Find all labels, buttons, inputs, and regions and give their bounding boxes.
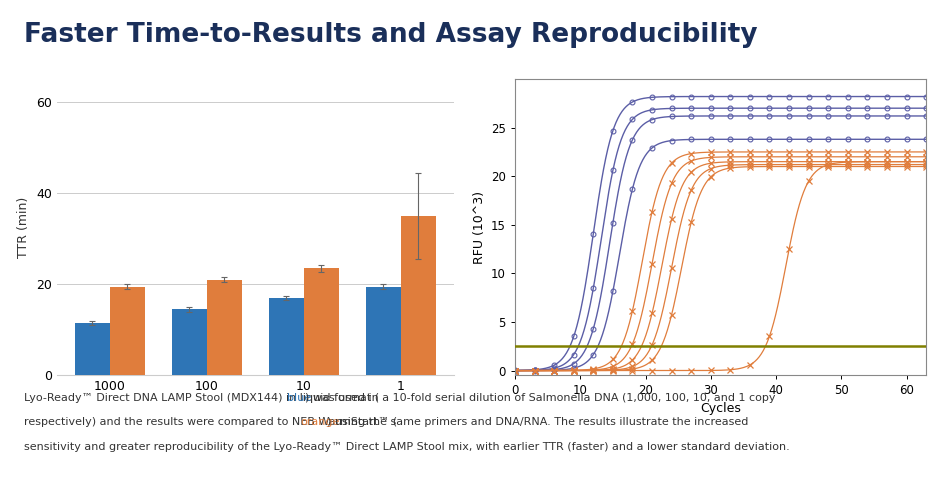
Bar xyxy=(268,298,303,375)
Bar xyxy=(172,309,207,375)
Text: Lyo-Ready™ Direct DNA LAMP Stool (MDX144) in liquid format (: Lyo-Ready™ Direct DNA LAMP Stool (MDX144… xyxy=(24,393,379,403)
Y-axis label: RFU (10^3): RFU (10^3) xyxy=(472,191,485,264)
Bar xyxy=(207,280,242,375)
Text: respectively) and the results were compared to NEB WarmStart™ (: respectively) and the results were compa… xyxy=(24,417,396,427)
Y-axis label: TTR (min): TTR (min) xyxy=(17,197,30,258)
Bar xyxy=(75,323,110,375)
Text: orange: orange xyxy=(300,417,340,427)
Bar xyxy=(365,287,400,375)
X-axis label: Cycles: Cycles xyxy=(700,402,740,414)
Bar xyxy=(110,287,144,375)
Text: ) using the same primers and DNA/RNA. The results illustrate the increased: ) using the same primers and DNA/RNA. Th… xyxy=(327,417,748,427)
Text: blue: blue xyxy=(287,393,312,403)
Bar xyxy=(303,268,338,375)
Text: sensitivity and greater reproducibility of the Lyo-Ready™ Direct LAMP Stool mix,: sensitivity and greater reproducibility … xyxy=(24,442,788,452)
Bar xyxy=(400,216,435,375)
Text: Faster Time-to-Results and Assay Reproducibility: Faster Time-to-Results and Assay Reprodu… xyxy=(24,22,756,48)
Text: ) was used in a 10-fold serial dilution of Salmonella DNA (1,000, 100, 10, and 1: ) was used in a 10-fold serial dilution … xyxy=(305,393,774,403)
